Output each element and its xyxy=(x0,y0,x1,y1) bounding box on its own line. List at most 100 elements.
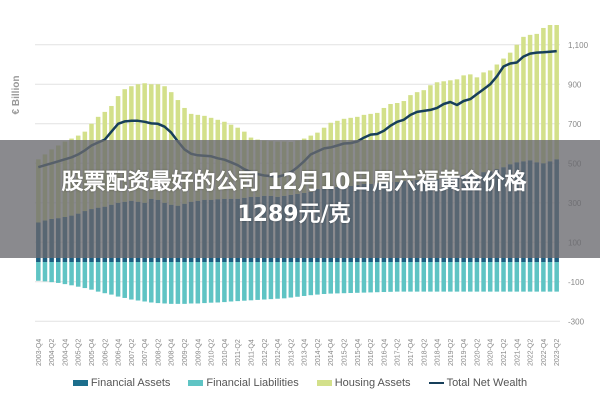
x-tick-label: 2017-Q4 xyxy=(408,339,415,366)
financial-liabilities-bar xyxy=(441,262,446,292)
financial-liabilities-bar xyxy=(135,262,141,301)
housing-assets-bar xyxy=(514,44,520,163)
legend-item-housing-assets: Housing Assets xyxy=(316,377,411,389)
y-tick-label: 700 xyxy=(568,120,582,129)
y-tick-label: -300 xyxy=(568,317,585,326)
x-tick-labels: 2003-Q4 2004-Q2 2004-Q4 2005-Q2 2005-Q4 2006-… xyxy=(36,339,561,366)
financial-liabilities-bar xyxy=(228,262,234,302)
financial-liabilities-bar xyxy=(262,262,267,300)
x-tick-label: 2010-Q4 xyxy=(222,339,229,366)
financial-liabilities-bar xyxy=(428,262,433,292)
financial-liabilities-bar xyxy=(122,262,127,298)
legend-label: Housing Assets xyxy=(334,377,411,389)
housing-assets-bar xyxy=(428,85,433,180)
y-tick-label: 1,100 xyxy=(568,41,589,50)
housing-assets-bar xyxy=(501,58,506,168)
financial-liabilities-bar xyxy=(168,262,174,304)
x-tick-label: 2007-Q4 xyxy=(142,339,149,366)
x-tick-label: 2004-Q2 xyxy=(49,339,56,366)
financial-liabilities-bar xyxy=(454,262,460,292)
x-tick-label: 2007-Q2 xyxy=(129,339,136,366)
financial-liabilities-bar xyxy=(275,262,280,299)
x-tick-label: 2019-Q4 xyxy=(461,339,468,366)
financial-liabilities-bar xyxy=(301,262,307,296)
x-tick-label: 2010-Q2 xyxy=(209,339,216,366)
financial-liabilities-bar xyxy=(348,262,353,294)
financial-liabilities-bar xyxy=(521,262,526,292)
x-tick-label: 2011-Q2 xyxy=(235,339,242,366)
x-tick-label: 2003-Q4 xyxy=(36,339,43,366)
financial-liabilities-bar xyxy=(374,262,380,293)
financial-liabilities-bar xyxy=(501,262,506,292)
x-tick-label: 2022-Q2 xyxy=(528,339,535,366)
x-tick-label: 2016-Q2 xyxy=(368,339,375,366)
housing-assets-bar xyxy=(541,27,546,164)
x-tick-label: 2012-Q2 xyxy=(262,339,269,366)
financial-liabilities-bar xyxy=(202,262,207,304)
x-tick-label: 2004-Q4 xyxy=(62,339,69,366)
headline-text: 股票配资最好的公司 12月10日周六福黄金价格1289元/克 xyxy=(61,170,527,227)
x-tick-label: 2019-Q2 xyxy=(448,339,455,366)
financial-liabilities-bar xyxy=(222,262,227,303)
financial-liabilities-bar xyxy=(335,262,340,294)
financial-liabilities-bar xyxy=(448,262,453,292)
x-tick-label: 2008-Q4 xyxy=(169,339,176,366)
legend-item-financial-liabilities: Financial Liabilities xyxy=(188,377,299,389)
housing-assets-bar xyxy=(481,72,486,173)
housing-assets-swatch xyxy=(316,380,332,386)
financial-liabilities-bar xyxy=(142,262,147,302)
financial-liabilities-bar xyxy=(554,262,559,292)
financial-liabilities-bar xyxy=(321,262,327,294)
x-tick-label: 2008-Q2 xyxy=(155,339,162,366)
x-tick-label: 2014-Q2 xyxy=(315,339,322,366)
financial-liabilities-bar xyxy=(248,262,254,301)
housing-assets-bar xyxy=(441,81,446,179)
financial-liabilities-bar xyxy=(494,262,500,292)
financial-liabilities-bar xyxy=(381,262,387,293)
total-net-wealth-swatch xyxy=(428,382,444,384)
financial-liabilities-bar xyxy=(461,262,466,292)
housing-assets-bar xyxy=(468,74,473,175)
x-tick-label: 2023-Q2 xyxy=(554,339,561,366)
housing-assets-bar xyxy=(494,64,500,170)
housing-assets-bar xyxy=(527,34,533,161)
financial-liabilities-bar xyxy=(149,262,154,303)
financial-liabilities-bar xyxy=(401,262,407,292)
financial-liabilities-bar xyxy=(541,262,546,292)
financial-liabilities-bar xyxy=(341,262,347,294)
financial-liabilities-bar xyxy=(115,262,121,297)
financial-liabilities-bar xyxy=(255,262,260,300)
x-tick-label: 2013-Q2 xyxy=(288,339,295,366)
legend-label: Total Net Wealth xyxy=(446,377,528,389)
financial-liabilities-bar xyxy=(308,262,314,296)
x-tick-label: 2020-Q4 xyxy=(488,339,495,366)
financial-liabilities-bar xyxy=(361,262,367,293)
headline-banner: 股票配资最好的公司 12月10日周六福黄金价格1289元/克 xyxy=(0,140,600,258)
x-tick-label: 2014-Q4 xyxy=(328,339,335,366)
financial-liabilities-bar xyxy=(188,262,194,304)
financial-liabilities-bar xyxy=(82,262,88,289)
housing-assets-bar xyxy=(547,25,553,162)
financial-liabilities-bar xyxy=(42,262,48,282)
x-tick-label: 2009-Q4 xyxy=(195,339,202,366)
financial-liabilities-bar xyxy=(36,262,41,281)
financial-liabilities-bar xyxy=(208,262,214,303)
financial-assets-swatch xyxy=(72,380,88,386)
housing-assets-bar xyxy=(461,75,466,176)
financial-liabilities-bar xyxy=(534,262,539,292)
y-tick-label: -100 xyxy=(568,278,585,287)
financial-liabilities-bar xyxy=(414,262,420,292)
legend-item-financial-assets: Financial Assets xyxy=(72,377,170,389)
x-tick-label: 2015-Q4 xyxy=(355,339,362,366)
housing-assets-bar xyxy=(534,33,539,163)
legend: Financial Assets Financial Liabilities H… xyxy=(0,377,600,389)
financial-liabilities-bar xyxy=(468,262,473,292)
financial-liabilities-bar xyxy=(75,262,81,287)
financial-liabilities-bar xyxy=(175,262,181,304)
financial-liabilities-bar xyxy=(56,262,61,283)
financial-liabilities-swatch xyxy=(188,380,204,386)
financial-liabilities-bar xyxy=(195,262,201,304)
financial-liabilities-bar xyxy=(62,262,68,285)
financial-liabilities-bar xyxy=(215,262,221,303)
financial-liabilities-bar xyxy=(109,262,114,295)
